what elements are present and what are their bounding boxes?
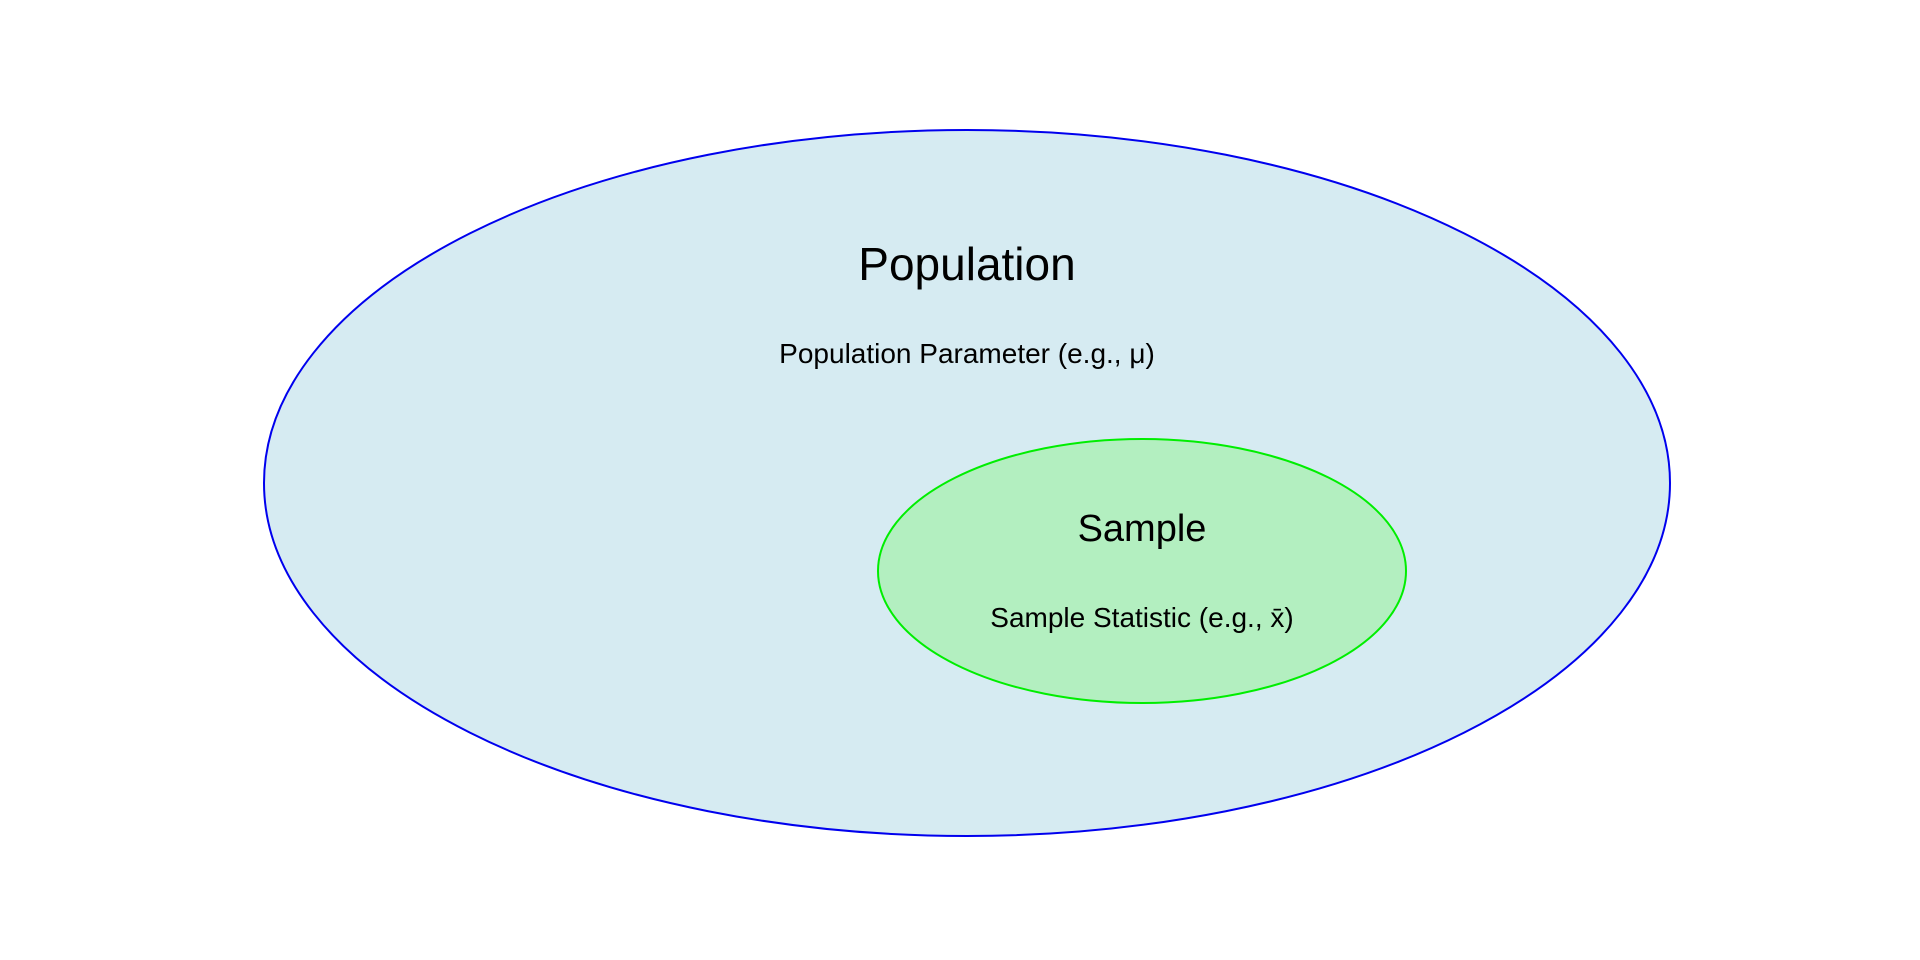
sample-ellipse <box>877 438 1407 704</box>
sample-statistic-label: Sample Statistic (e.g., x̄) <box>990 602 1293 633</box>
population-title: Population <box>858 238 1075 290</box>
sample-title: Sample <box>1078 508 1207 550</box>
population-parameter-label: Population Parameter (e.g., μ) <box>779 338 1155 369</box>
